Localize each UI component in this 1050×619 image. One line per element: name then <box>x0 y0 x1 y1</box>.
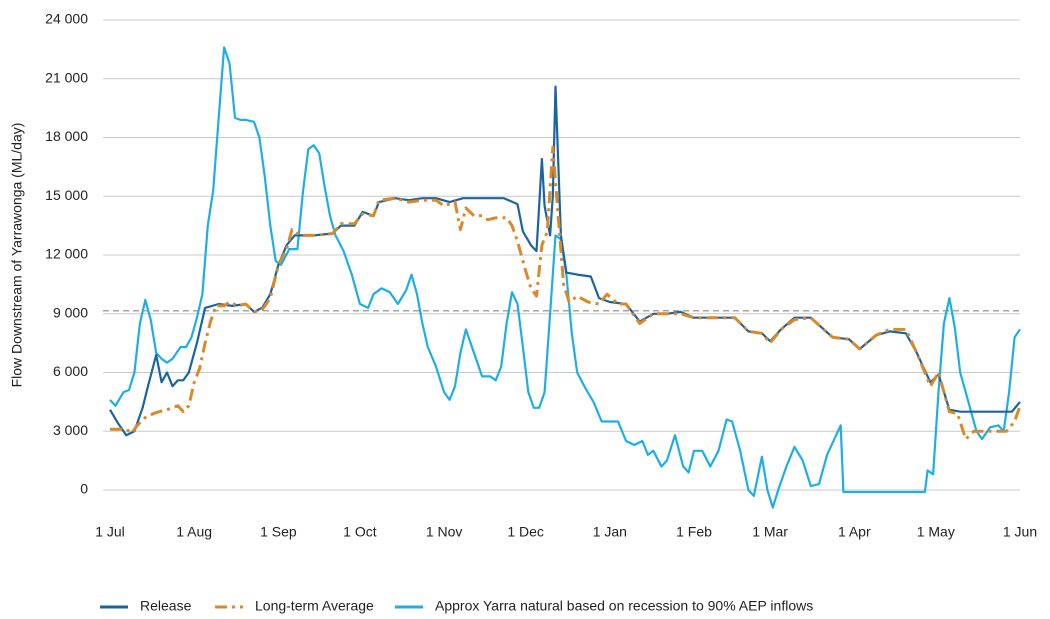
x-tick-label: 1 Jun <box>1003 524 1037 540</box>
y-axis-label: Flow Downstream of Yarrawonga (ML/day) <box>9 123 25 388</box>
x-tick-label: 1 Mar <box>752 524 788 540</box>
y-tick-label: 9 000 <box>53 304 88 320</box>
x-tick-label: 1 Jul <box>95 524 125 540</box>
series-line <box>109 46 1021 509</box>
y-tick-label: 6 000 <box>53 363 88 379</box>
y-tick-label: 12 000 <box>45 246 88 262</box>
series-line <box>109 85 1021 437</box>
x-tick-label: 1 Sep <box>260 524 297 540</box>
x-tick-label: 1 Dec <box>507 524 544 540</box>
legend-label: Release <box>140 598 192 614</box>
y-tick-label: 15 000 <box>45 187 88 203</box>
x-tick-label: 1 Oct <box>343 524 377 540</box>
x-tick-label: 1 Feb <box>676 524 712 540</box>
y-tick-label: 0 <box>80 481 88 497</box>
x-tick-label: 1 Jan <box>593 524 627 540</box>
series-line <box>110 145 1022 441</box>
x-tick-label: 1 May <box>917 524 955 540</box>
y-tick-label: 3 000 <box>53 422 88 438</box>
x-tick-label: 1 Apr <box>838 524 871 540</box>
y-tick-label: 21 000 <box>45 69 88 85</box>
y-tick-label: 24 000 <box>45 11 88 27</box>
legend-label: Long-term Average <box>255 598 374 614</box>
x-tick-label: 1 Nov <box>426 524 463 540</box>
x-tick-label: 1 Aug <box>176 524 212 540</box>
legend-label: Approx Yarra natural based on recession … <box>435 598 813 614</box>
y-tick-label: 18 000 <box>45 128 88 144</box>
